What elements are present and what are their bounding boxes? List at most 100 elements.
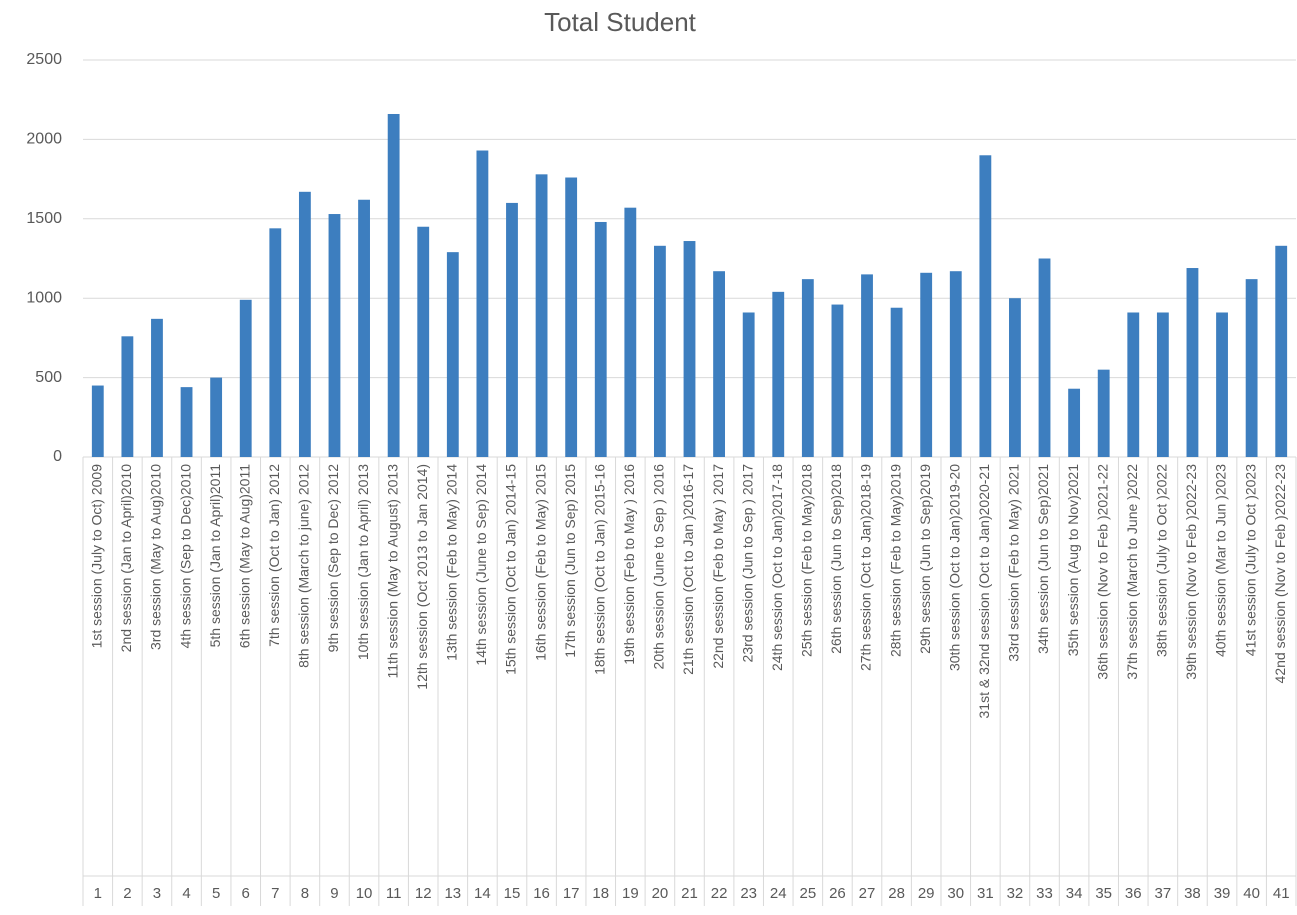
category-number: 23	[740, 885, 757, 902]
bar	[210, 377, 223, 457]
category-number: 10	[356, 885, 373, 902]
category-number: 30	[947, 885, 964, 902]
category-number: 39	[1214, 885, 1231, 902]
x-tick-label: 33rd session (Feb to May) 2021	[1006, 464, 1022, 662]
bar	[446, 252, 459, 457]
x-tick-label: 35th session (Aug to Nov)2021	[1065, 464, 1081, 656]
bar	[1216, 312, 1228, 457]
category-number: 9	[330, 885, 338, 902]
category-number: 17	[563, 885, 580, 902]
x-tick-label: 2nd session (Jan to April)2010	[118, 464, 134, 653]
bar	[772, 291, 785, 457]
category-number: 22	[711, 885, 728, 902]
x-tick-label: 20th session (June to Sep ) 2016	[651, 464, 667, 670]
bar	[713, 271, 726, 457]
x-tick-label: 39th session (Nov to Feb )2022-23	[1183, 464, 1199, 680]
y-tick-label: 2500	[26, 51, 62, 68]
category-number: 25	[799, 885, 816, 902]
x-tick-label: 19th session (Feb to May ) 2016	[621, 464, 637, 665]
bar	[890, 307, 903, 457]
y-tick-label: 1000	[26, 289, 62, 306]
x-tick-label: 17th session (Jun to Sep) 2015	[562, 464, 578, 658]
bar	[417, 226, 430, 457]
x-tick-label: 40th session (Mar to Jun )2023	[1213, 464, 1229, 657]
bar	[653, 245, 666, 457]
bar	[1186, 268, 1199, 457]
category-number: 29	[918, 885, 935, 902]
category-number: 19	[622, 885, 639, 902]
bar	[1275, 245, 1288, 457]
x-tick-label: 18th session (Oct to Jan) 2015-16	[591, 464, 607, 675]
category-number: 34	[1066, 885, 1083, 902]
y-tick-label: 500	[35, 369, 62, 386]
x-tick-label: 13th session (Feb to May) 2014	[444, 464, 460, 661]
category-number: 20	[652, 885, 669, 902]
x-tick-label: 8th session (March to june) 2012	[296, 464, 312, 668]
bar	[683, 241, 696, 457]
bar	[298, 191, 311, 457]
x-tick-label: 25th session (Feb to May)2018	[799, 464, 815, 657]
bar	[506, 202, 518, 457]
x-tick-label: 15th session (Oct to Jan) 2014-15	[503, 464, 519, 675]
x-tick-label: 10th session (Jan to April) 2013	[355, 464, 371, 660]
x-tick-label: 3rd session (May to Aug)2010	[148, 464, 164, 650]
bar	[269, 228, 282, 457]
bar	[1245, 279, 1258, 457]
y-tick-label: 0	[53, 448, 62, 465]
x-tick-label: 5th session (Jan to April)2011	[207, 464, 223, 648]
bar	[1097, 369, 1110, 457]
category-number: 15	[504, 885, 521, 902]
x-tick-label: 36th session (Nov to Feb )2021-22	[1094, 464, 1110, 680]
x-tick-label: 24th session (Oct to Jan)2017-18	[769, 464, 785, 671]
bar	[358, 199, 370, 457]
x-tick-label: 42nd session (Nov to Feb )2022-23	[1272, 464, 1288, 684]
x-tick-label: 1st session (July to Oct) 2009	[88, 464, 104, 649]
y-tick-label: 2000	[26, 131, 62, 148]
x-tick-label: 37th session (March to June )2022	[1124, 464, 1140, 680]
category-number: 38	[1184, 885, 1201, 902]
category-number: 26	[829, 885, 846, 902]
category-number: 7	[271, 885, 279, 902]
chart-title: Total Student	[544, 7, 697, 37]
bar	[594, 221, 607, 457]
bar	[1127, 312, 1140, 457]
category-number: 35	[1095, 885, 1112, 902]
bar	[1038, 258, 1051, 457]
category-number: 16	[533, 885, 550, 902]
category-number: 24	[770, 885, 787, 902]
category-number: 12	[415, 885, 432, 902]
bar	[742, 312, 755, 457]
category-number: 8	[301, 885, 309, 902]
x-tick-label: 34th session (Jun to Sep)2021	[1035, 464, 1051, 654]
category-number: 21	[681, 885, 698, 902]
x-tick-label: 12th session (Oct 2013 to Jan 2014)	[414, 464, 430, 690]
bar	[1068, 388, 1081, 457]
category-number: 3	[153, 885, 161, 902]
bar	[624, 207, 637, 457]
category-number: 28	[888, 885, 905, 902]
x-tick-label: 14th session (June to Sep) 2014	[473, 464, 489, 666]
bar	[239, 299, 252, 457]
category-number: 18	[592, 885, 609, 902]
bar	[1156, 312, 1169, 457]
category-number: 14	[474, 885, 491, 902]
category-number: 13	[444, 885, 461, 902]
bar	[1009, 298, 1021, 457]
x-tick-label: 26th session (Jun to Sep)2018	[828, 464, 844, 654]
category-number: 36	[1125, 885, 1142, 902]
bar	[121, 336, 134, 457]
category-number: 32	[1007, 885, 1024, 902]
x-tick-label: 11th session (May to August) 2013	[384, 464, 400, 679]
x-tick-label: 4th session (Sep to Dec)2010	[177, 464, 193, 649]
category-number: 2	[123, 885, 131, 902]
category-number: 6	[242, 885, 250, 902]
category-number: 11	[386, 885, 402, 902]
category-number: 41	[1273, 885, 1290, 902]
x-tick-label: 41st session (July to Oct )2023	[1242, 464, 1258, 656]
category-number: 33	[1036, 885, 1053, 902]
bar	[535, 174, 548, 457]
bar	[180, 387, 193, 457]
x-tick-label: 31st & 32nd session (Oct to Jan)2020-21	[976, 464, 992, 719]
category-number: 31	[977, 885, 994, 902]
x-tick-label: 7th session (Oct to Jan) 2012	[266, 464, 282, 647]
